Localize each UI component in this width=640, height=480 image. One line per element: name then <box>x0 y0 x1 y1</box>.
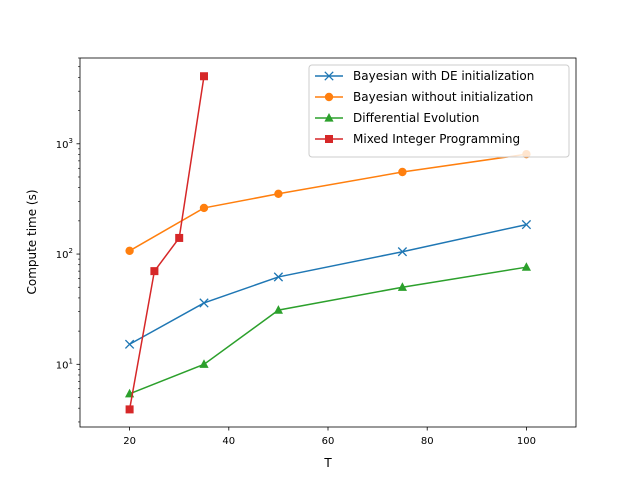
y-tick-label: 101 <box>56 357 73 371</box>
data-point <box>273 305 283 314</box>
data-point <box>398 167 407 177</box>
x-axis-ticks: 20 40 60 80 100 <box>123 427 536 447</box>
legend-marker <box>324 71 334 81</box>
data-point <box>521 219 532 230</box>
x-tick-label: 80 <box>421 436 434 447</box>
legend-marker <box>324 113 334 122</box>
marker-stroke <box>521 219 532 230</box>
x-tick-label: 40 <box>222 436 235 447</box>
data-point <box>397 282 407 291</box>
data-point <box>397 247 408 257</box>
data-point <box>273 272 284 282</box>
marker-stroke <box>397 247 408 257</box>
legend-label: Bayesian with DE initialization <box>353 69 534 83</box>
marker-stroke <box>273 272 284 282</box>
data-point <box>175 233 184 242</box>
marker-stroke <box>199 298 209 308</box>
data-point <box>274 189 283 198</box>
series-layer <box>124 72 532 414</box>
marker-stroke <box>324 71 334 81</box>
legend-label: Mixed Integer Programming <box>353 132 520 146</box>
data-point <box>150 267 159 276</box>
series-0 <box>124 219 532 349</box>
data-point <box>125 405 134 414</box>
x-axis-label: T <box>323 456 332 470</box>
series-line <box>128 76 205 410</box>
data-point <box>125 246 134 256</box>
data-point <box>199 203 209 213</box>
x-tick-label: 100 <box>517 436 536 447</box>
series-2 <box>125 262 531 398</box>
legend: Bayesian with DE initialization Bayesian … <box>308 64 570 158</box>
legend-label: Differential Evolution <box>353 111 479 125</box>
data-point <box>200 72 208 81</box>
x-tick-label: 60 <box>322 436 335 447</box>
data-point <box>199 359 209 368</box>
series-3 <box>125 72 208 414</box>
marker-stroke <box>124 339 135 349</box>
data-point <box>521 262 531 271</box>
series-line <box>129 266 527 395</box>
legend-label: Bayesian without initialization <box>353 90 533 104</box>
series-line <box>129 223 527 345</box>
series-1 <box>125 149 531 256</box>
data-point <box>199 298 209 308</box>
x-tick-label: 20 <box>123 436 136 447</box>
legend-marker <box>325 135 333 143</box>
y-tick-label: 102 <box>56 247 73 261</box>
y-tick-label: 103 <box>56 137 73 151</box>
legend-marker <box>324 92 334 102</box>
legend-box <box>308 64 570 158</box>
y-axis-label: Compute time (s) <box>25 189 39 294</box>
y-axis-ticks: 101 102 103 <box>56 57 80 423</box>
data-point <box>124 339 135 349</box>
